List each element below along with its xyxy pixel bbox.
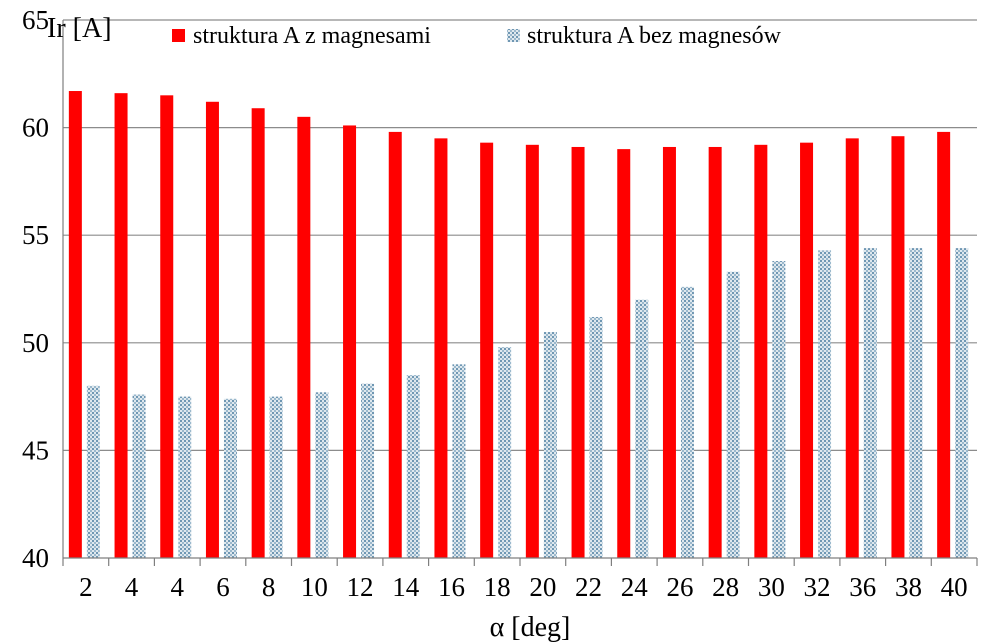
x-tick-label: 36 [849,572,876,602]
bar-series-1 [937,131,951,559]
legend-label: struktura A z magnesami [193,23,431,49]
x-tick-label: 6 [216,572,230,602]
bar-series-2 [132,394,146,558]
x-tick-label: 40 [941,572,968,602]
bar-series-1 [68,91,82,559]
bar-series-1 [388,131,402,559]
y-axis-label: Ir [A] [47,13,112,44]
bar-series-1 [571,146,585,558]
legend-swatch [172,29,185,42]
x-tick-label: 8 [262,572,276,602]
bar-series-1 [434,138,448,559]
y-tick-label: 55 [22,220,49,250]
bar-series-2 [543,332,557,558]
y-tick-label: 45 [22,435,49,465]
bar-series-1 [205,101,219,558]
bar-series-2 [452,364,466,558]
bar-series-2 [86,385,100,558]
bar-series-1 [160,95,174,558]
bar-series-2 [589,316,603,558]
bar-series-1 [525,144,539,559]
x-tick-label: 12 [347,572,374,602]
y-tick-label: 40 [22,543,49,573]
x-tick-label: 24 [621,572,649,602]
x-tick-label: 30 [758,572,785,602]
x-tick-label: 38 [895,572,922,602]
y-tick-label: 65 [22,5,49,35]
x-tick-label: 14 [392,572,420,602]
bar-series-2 [726,271,740,558]
bar-series-1 [845,138,859,559]
bar-series-2 [315,392,329,558]
bar-series-2 [406,375,420,558]
bar-series-1 [480,142,494,558]
bar-series-1 [343,125,357,558]
x-tick-label: 20 [529,572,556,602]
x-tick-label: 4 [171,572,185,602]
bar-series-1 [114,93,128,558]
bar-series-1 [662,146,676,558]
bar-series-2 [818,250,832,558]
x-tick-label: 2 [79,572,93,602]
bar-series-2 [909,248,923,558]
bar-series-1 [754,144,768,559]
x-axis-label: α [deg] [490,612,571,643]
bar-series-1 [251,108,265,559]
bar-series-2 [955,248,969,558]
bar-series-2 [680,286,694,558]
bar-series-2 [269,396,283,558]
bar-series-1 [297,116,311,558]
gridlines [63,19,977,451]
legend-label: struktura A bez magnesów [527,23,782,49]
bar-series-1 [800,142,814,558]
bar-series-2 [498,347,512,558]
bar-series-1 [617,149,631,558]
x-tick-label: 16 [438,572,465,602]
x-tick-label: 4 [125,572,139,602]
bar-series-2 [772,261,786,558]
x-tick-label: 32 [804,572,831,602]
bar-series-2 [178,396,192,558]
bar-series-2 [635,299,649,558]
y-tick-label: 50 [22,328,49,358]
y-tick-label: 60 [22,113,49,143]
bars [68,91,969,559]
bar-series-1 [708,146,722,558]
bar-series-2 [223,398,237,558]
x-tick-label: 18 [484,572,511,602]
x-tick-label: 28 [712,572,739,602]
bar-series-1 [891,136,905,558]
bar-series-2 [361,383,375,558]
x-tick-label: 26 [666,572,693,602]
x-tick-label: 22 [575,572,602,602]
bar-series-2 [863,248,877,558]
legend: struktura A z magnesami struktura A bez m… [172,23,782,49]
x-tick-label: 10 [301,572,328,602]
legend-swatch [507,29,520,42]
